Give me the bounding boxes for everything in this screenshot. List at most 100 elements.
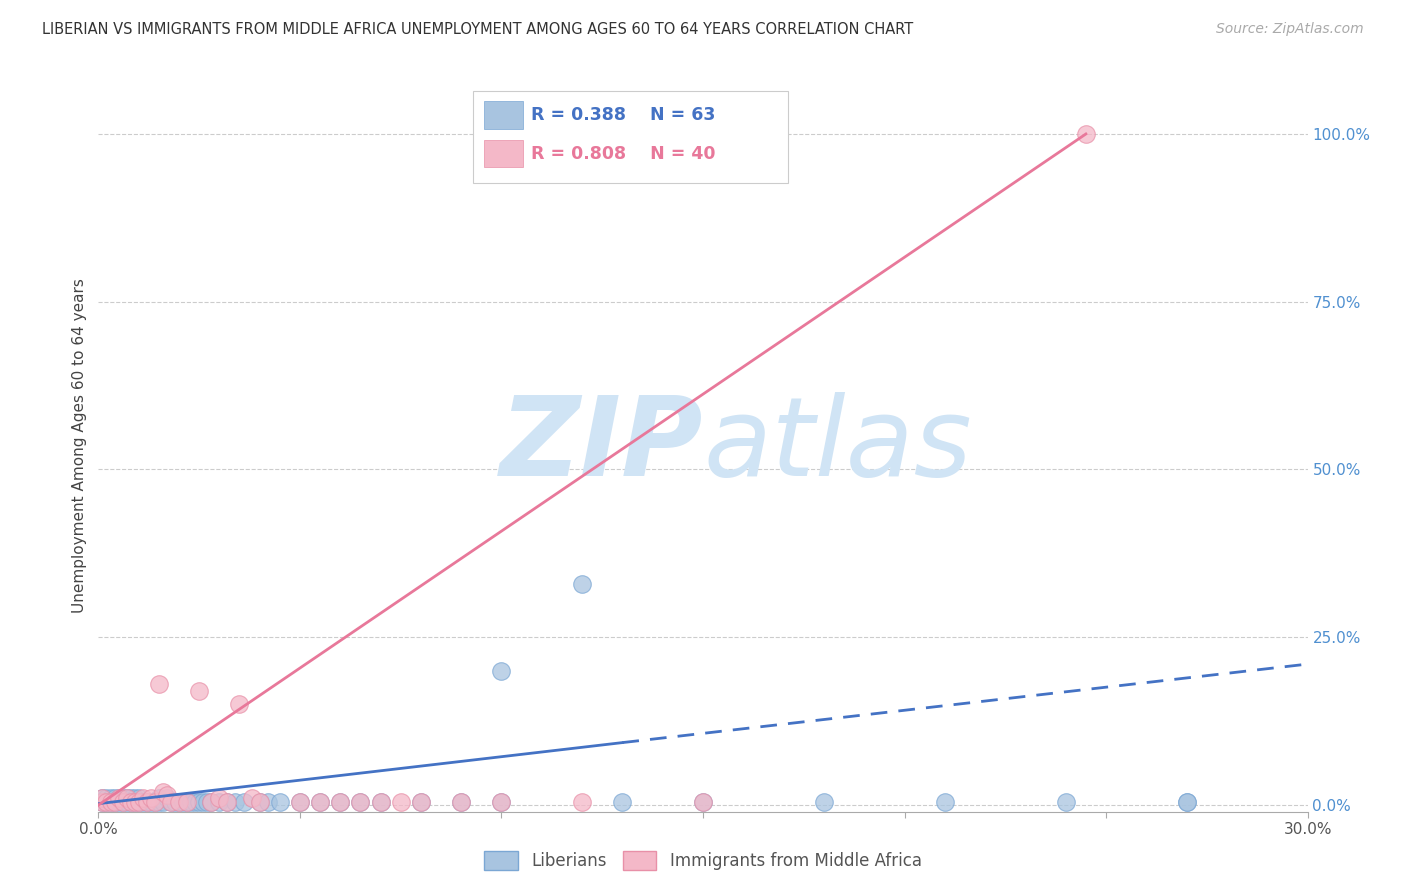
Point <box>139 791 162 805</box>
Point <box>249 795 271 809</box>
Point <box>813 795 835 809</box>
Point <box>409 795 432 809</box>
Point <box>176 795 198 809</box>
Text: R = 0.388    N = 63: R = 0.388 N = 63 <box>531 105 716 124</box>
Point <box>96 795 118 809</box>
Point <box>120 795 142 809</box>
Point <box>100 795 122 809</box>
Point <box>156 791 179 805</box>
Point <box>309 795 332 809</box>
Point <box>160 795 183 809</box>
Point <box>120 795 142 809</box>
Point <box>193 795 215 809</box>
Text: LIBERIAN VS IMMIGRANTS FROM MIDDLE AFRICA UNEMPLOYMENT AMONG AGES 60 TO 64 YEARS: LIBERIAN VS IMMIGRANTS FROM MIDDLE AFRIC… <box>42 22 914 37</box>
Point <box>1175 795 1198 809</box>
Point <box>167 795 190 809</box>
Point <box>172 795 194 809</box>
Point <box>409 795 432 809</box>
Text: atlas: atlas <box>703 392 972 500</box>
Legend: Liberians, Immigrants from Middle Africa: Liberians, Immigrants from Middle Africa <box>478 844 928 877</box>
Point <box>249 795 271 809</box>
Point <box>224 795 246 809</box>
Point <box>124 795 146 809</box>
FancyBboxPatch shape <box>484 102 523 128</box>
Point <box>128 795 150 809</box>
Point <box>160 795 183 809</box>
Point <box>309 795 332 809</box>
Point <box>128 791 150 805</box>
Point <box>491 664 513 678</box>
Point <box>184 795 207 809</box>
Point <box>1175 795 1198 809</box>
Point <box>188 795 211 809</box>
Point <box>156 788 179 802</box>
Point <box>612 795 634 809</box>
Text: R = 0.808    N = 40: R = 0.808 N = 40 <box>531 145 716 163</box>
Point <box>91 795 114 809</box>
Point <box>115 791 138 805</box>
Point <box>208 795 231 809</box>
Y-axis label: Unemployment Among Ages 60 to 64 years: Unemployment Among Ages 60 to 64 years <box>72 278 87 614</box>
Point <box>91 795 114 809</box>
Point <box>195 795 218 809</box>
Point <box>200 795 222 809</box>
Point <box>934 795 956 809</box>
Point <box>115 791 138 805</box>
Point <box>96 795 118 809</box>
Point <box>571 576 593 591</box>
Point <box>148 677 170 691</box>
Point <box>152 795 174 809</box>
Point <box>120 791 142 805</box>
Point <box>200 795 222 809</box>
Point <box>103 791 125 805</box>
Point <box>208 791 231 805</box>
Point <box>1054 795 1077 809</box>
Point <box>329 795 352 809</box>
Point <box>100 795 122 809</box>
Point <box>349 795 371 809</box>
Point <box>217 795 239 809</box>
Point <box>132 791 155 805</box>
Point <box>163 795 186 809</box>
Point <box>349 795 371 809</box>
Point <box>217 795 239 809</box>
Point <box>571 795 593 809</box>
Point <box>111 791 134 805</box>
Point <box>148 791 170 805</box>
Point <box>135 795 157 809</box>
Point <box>389 795 412 809</box>
Point <box>152 784 174 798</box>
Point <box>692 795 714 809</box>
Point <box>124 795 146 809</box>
Point <box>188 684 211 698</box>
Point <box>135 795 157 809</box>
Point <box>91 791 114 805</box>
Point <box>269 795 291 809</box>
Point <box>1074 127 1097 141</box>
Point <box>180 795 202 809</box>
Point <box>128 795 150 809</box>
Point <box>103 795 125 809</box>
Text: Source: ZipAtlas.com: Source: ZipAtlas.com <box>1216 22 1364 37</box>
Point <box>176 795 198 809</box>
Point <box>115 795 138 809</box>
Point <box>100 791 122 805</box>
Point <box>288 795 311 809</box>
Point <box>96 791 118 805</box>
Point <box>232 795 254 809</box>
Text: ZIP: ZIP <box>499 392 703 500</box>
Point <box>107 791 129 805</box>
Point <box>256 795 278 809</box>
FancyBboxPatch shape <box>484 140 523 168</box>
Point <box>143 795 166 809</box>
Point <box>228 698 250 712</box>
FancyBboxPatch shape <box>474 91 787 183</box>
Point <box>111 795 134 809</box>
Point <box>139 795 162 809</box>
Point <box>288 795 311 809</box>
Point <box>103 795 125 809</box>
Point <box>370 795 392 809</box>
Point <box>329 795 352 809</box>
Point <box>107 791 129 805</box>
Point <box>692 795 714 809</box>
